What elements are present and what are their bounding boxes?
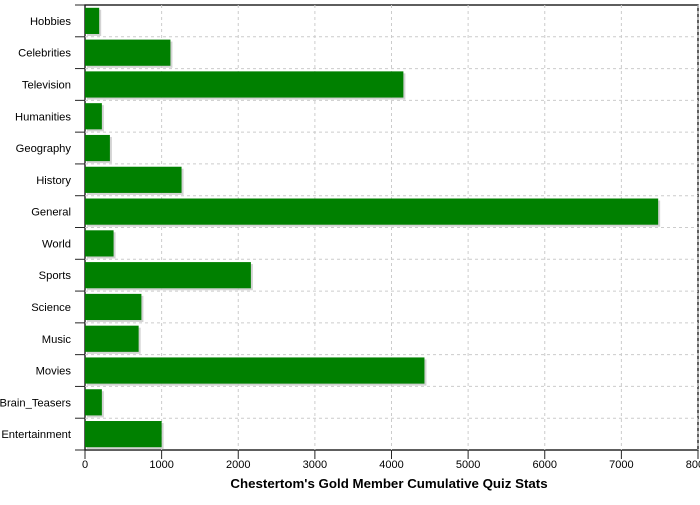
svg-text:7000: 7000 xyxy=(609,459,633,471)
svg-text:Entertainment: Entertainment xyxy=(1,429,72,441)
svg-text:Music: Music xyxy=(42,334,72,346)
svg-text:5000: 5000 xyxy=(456,459,480,471)
svg-text:Humanities: Humanities xyxy=(15,111,71,123)
svg-text:World: World xyxy=(42,238,71,250)
svg-text:8000: 8000 xyxy=(686,459,700,471)
svg-text:General: General xyxy=(31,207,71,219)
svg-text:Celebrities: Celebrities xyxy=(18,48,71,60)
svg-text:4000: 4000 xyxy=(379,459,403,471)
svg-text:Sports: Sports xyxy=(39,270,72,282)
svg-text:History: History xyxy=(36,175,71,187)
svg-text:Science: Science xyxy=(31,302,71,314)
svg-text:Television: Television xyxy=(22,79,71,91)
svg-text:Geography: Geography xyxy=(16,143,72,155)
svg-text:6000: 6000 xyxy=(533,459,557,471)
svg-text:Movies: Movies xyxy=(36,366,72,378)
svg-text:2000: 2000 xyxy=(226,459,250,471)
svg-text:3000: 3000 xyxy=(303,459,327,471)
svg-text:0: 0 xyxy=(82,459,88,471)
svg-text:Chestertom's Gold Member Cumul: Chestertom's Gold Member Cumulative Quiz… xyxy=(230,476,547,491)
svg-text:1000: 1000 xyxy=(149,459,173,471)
svg-text:Brain_Teasers: Brain_Teasers xyxy=(0,397,71,409)
svg-text:Hobbies: Hobbies xyxy=(30,16,71,28)
